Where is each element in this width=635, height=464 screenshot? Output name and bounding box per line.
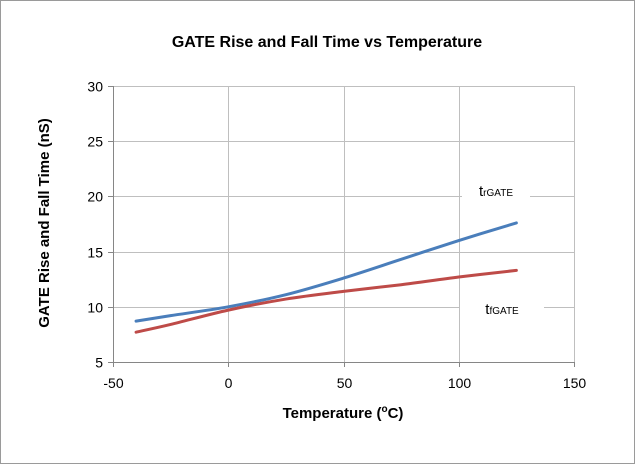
x-axis-title-end: C) xyxy=(388,405,404,422)
x-tick-label-150: 150 xyxy=(563,375,587,391)
series-label-subscript-fGATE: fGATE xyxy=(489,306,519,317)
series-label-subscript-rGATE: rGATE xyxy=(483,188,513,199)
x-axis-title: Temperature (oC) xyxy=(283,404,404,422)
x-tick-label--50: -50 xyxy=(103,375,123,391)
series-line-fGATE xyxy=(134,268,518,334)
series-label-main-rGATE: t xyxy=(479,183,484,200)
y-axis-title: GATE Rise and Fall Time (nS) xyxy=(36,118,53,327)
axes xyxy=(108,86,575,367)
x-axis-title-main: Temperature ( xyxy=(283,405,382,422)
y-tick-label-5: 5 xyxy=(95,355,103,371)
y-tick-label-20: 20 xyxy=(87,189,103,205)
x-tick-label-100: 100 xyxy=(448,375,472,391)
series-label-background-fGATE xyxy=(460,293,544,325)
chart-title: GATE Rise and Fall Time vs Temperature xyxy=(172,34,482,51)
series-label-background-rGATE xyxy=(462,176,530,206)
series-lines xyxy=(134,221,518,334)
y-tick-label-25: 25 xyxy=(87,134,103,150)
y-tick-label-15: 15 xyxy=(87,245,103,261)
grid-lines xyxy=(113,86,575,362)
series-line-rGATE xyxy=(134,221,518,323)
x-axis-title-superscript: o xyxy=(381,404,387,415)
x-tick-label-0: 0 xyxy=(225,375,233,391)
series-label-rGATE: trGATE xyxy=(479,183,513,200)
y-tick-label-30: 30 xyxy=(87,79,103,95)
series-label-fGATE: tfGATE xyxy=(485,301,519,318)
x-tick-label-50: 50 xyxy=(337,375,353,391)
tick-labels: 5 10 15 20 25 30 -50 0 50 100 150 xyxy=(87,79,586,392)
series-label-main-fGATE: t xyxy=(485,301,490,318)
y-tick-label-10: 10 xyxy=(87,300,103,316)
